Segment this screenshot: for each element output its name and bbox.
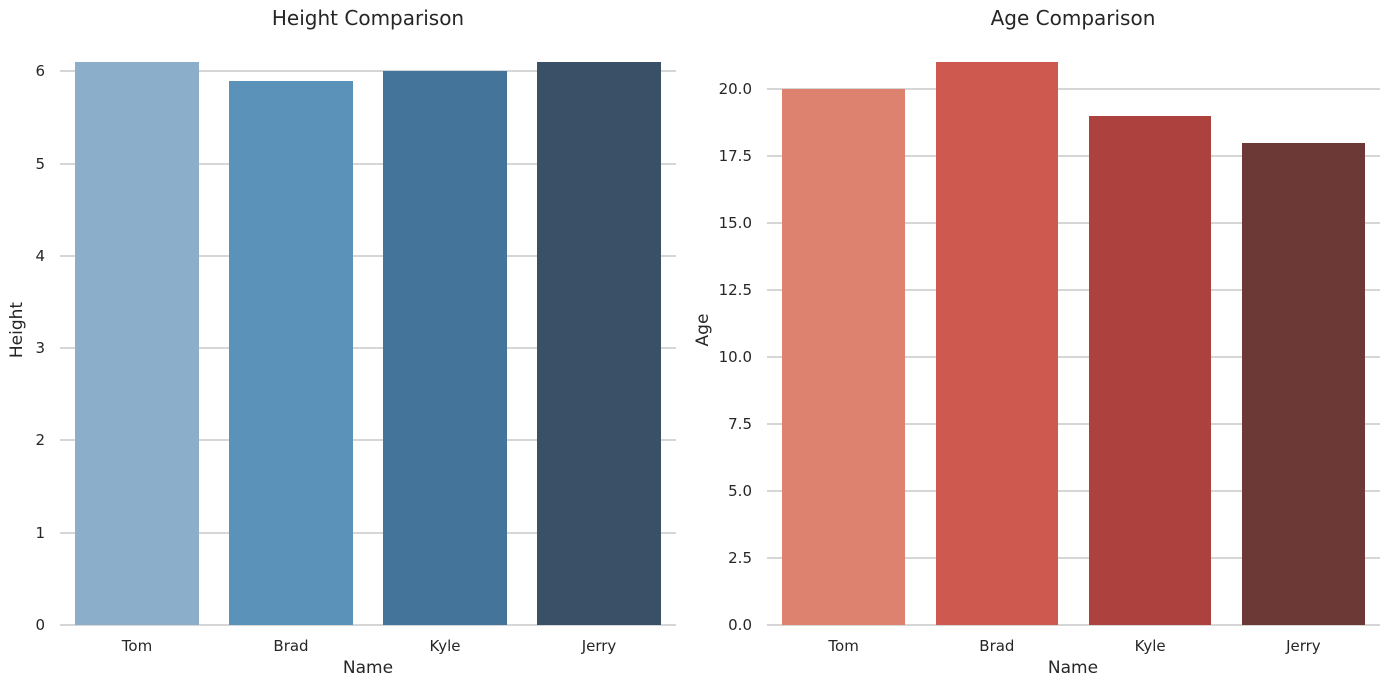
bar-kyle bbox=[1088, 115, 1212, 625]
y-tick-label: 5.0 bbox=[728, 481, 752, 500]
gridline bbox=[60, 624, 676, 626]
gridline bbox=[60, 531, 676, 534]
gridline bbox=[767, 624, 1380, 626]
x-tick-label: Tom bbox=[828, 637, 859, 655]
bar-tom bbox=[75, 62, 199, 625]
x-tick-label: Brad bbox=[979, 637, 1015, 655]
y-tick-label: 6 bbox=[35, 62, 45, 81]
y-tick-label: 2.5 bbox=[728, 548, 752, 567]
gridline bbox=[767, 221, 1380, 224]
y-tick-label: 12.5 bbox=[718, 280, 752, 299]
gridline bbox=[60, 254, 676, 257]
y-tick-label: 17.5 bbox=[718, 146, 752, 165]
y-tick-label: 0.0 bbox=[728, 616, 752, 634]
gridline bbox=[767, 355, 1380, 358]
y-axis-label: Age bbox=[693, 313, 713, 347]
bar-brad bbox=[229, 80, 353, 625]
chart-title: Age Comparison bbox=[990, 6, 1156, 30]
gridline bbox=[767, 288, 1380, 291]
gridline bbox=[767, 556, 1380, 559]
x-tick-label: Kyle bbox=[1134, 637, 1166, 655]
gridline bbox=[767, 154, 1380, 157]
gridline bbox=[60, 162, 676, 165]
y-tick-label: 5 bbox=[35, 154, 45, 173]
x-tick-label: Brad bbox=[273, 637, 309, 655]
bar-brad bbox=[935, 62, 1059, 625]
chart-title: Height Comparison bbox=[271, 6, 465, 30]
y-tick-label: 20.0 bbox=[718, 79, 752, 98]
bar-jerry bbox=[537, 62, 661, 625]
y-tick-label: 1 bbox=[35, 523, 45, 542]
y-tick-label: 2 bbox=[35, 431, 45, 450]
gridline bbox=[767, 87, 1380, 90]
x-axis-label: Name bbox=[1047, 658, 1099, 678]
x-tick-label: Kyle bbox=[429, 637, 461, 655]
y-tick-label: 3 bbox=[35, 339, 45, 358]
gridline bbox=[60, 347, 676, 350]
bar-kyle bbox=[383, 71, 507, 625]
y-tick-label: 0 bbox=[35, 616, 45, 634]
x-axis-label: Name bbox=[342, 658, 394, 678]
gridline bbox=[767, 422, 1380, 425]
x-tick-label: Jerry bbox=[1286, 637, 1321, 655]
y-tick-label: 7.5 bbox=[728, 414, 752, 433]
y-tick-label: 4 bbox=[35, 246, 45, 265]
y-tick-label: 10.0 bbox=[718, 347, 752, 366]
y-tick-label: 15.0 bbox=[718, 213, 752, 232]
gridline bbox=[60, 70, 676, 73]
gridline bbox=[60, 439, 676, 442]
x-tick-label: Jerry bbox=[581, 637, 617, 655]
x-tick-label: Tom bbox=[121, 637, 153, 655]
bar-tom bbox=[782, 88, 905, 625]
bar-jerry bbox=[1242, 142, 1365, 625]
gridline bbox=[767, 489, 1380, 492]
